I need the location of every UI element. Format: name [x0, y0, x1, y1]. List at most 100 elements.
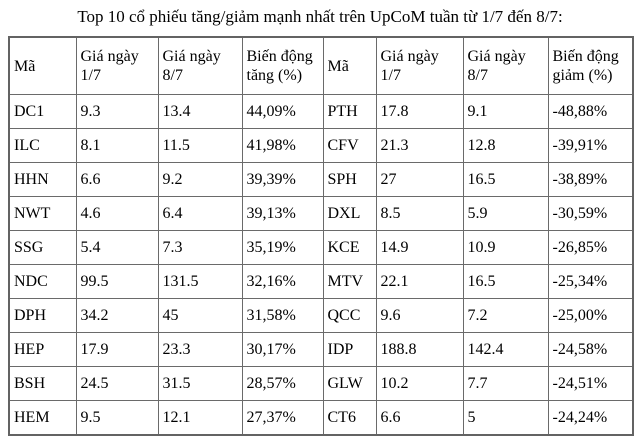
- loss-percent-cell: -24,24%: [547, 400, 634, 436]
- stock-code-cell: NDC: [8, 264, 77, 299]
- header-price-8-7-gain: Giá ngày 8/7: [157, 36, 243, 95]
- price-1-7-cell: 17.9: [75, 332, 159, 367]
- price-1-7-cell: 22.1: [375, 264, 464, 299]
- price-8-7-cell: 7.2: [462, 298, 549, 333]
- header-code-gain: Mã: [8, 36, 77, 95]
- table-body: DC1 9.3 13.4 44,09% PTH 17.8 9.1 -48,88% ILC 8.1 1…: [8, 94, 634, 436]
- table-row: HHN 6.6 9.2 39,39% SPH 27 16.5 -38,89%: [8, 162, 634, 197]
- price-8-7-cell: 131.5: [157, 264, 243, 299]
- price-8-7-cell: 12.1: [157, 400, 243, 436]
- stock-code-cell: GLW: [322, 366, 377, 401]
- price-8-7-cell: 13.4: [157, 94, 243, 129]
- price-8-7-cell: 7.3: [157, 230, 243, 265]
- table-row: NWT 4.6 6.4 39,13% DXL 8.5 5.9 -30,59%: [8, 196, 634, 231]
- gain-percent-cell: 28,57%: [241, 366, 324, 401]
- table-row: HEM 9.5 12.1 27,37% CT6 6.6 5 -24,24%: [8, 400, 634, 436]
- stock-code-cell: KCE: [322, 230, 377, 265]
- stock-code-cell: CT6: [322, 400, 377, 436]
- table-row: BSH 24.5 31.5 28,57% GLW 10.2 7.7 -24,51%: [8, 366, 634, 401]
- price-1-7-cell: 10.2: [375, 366, 464, 401]
- price-8-7-cell: 142.4: [462, 332, 549, 367]
- gain-percent-cell: 35,19%: [241, 230, 324, 265]
- stock-code-cell: DXL: [322, 196, 377, 231]
- stock-code-cell: MTV: [322, 264, 377, 299]
- gain-percent-cell: 39,13%: [241, 196, 324, 231]
- stock-code-cell: IDP: [322, 332, 377, 367]
- price-8-7-cell: 5: [462, 400, 549, 436]
- price-8-7-cell: 6.4: [157, 196, 243, 231]
- stock-code-cell: DC1: [8, 94, 77, 129]
- price-1-7-cell: 27: [375, 162, 464, 197]
- table-row: ILC 8.1 11.5 41,98% CFV 21.3 12.8 -39,91%: [8, 128, 634, 163]
- price-1-7-cell: 8.5: [375, 196, 464, 231]
- price-8-7-cell: 12.8: [462, 128, 549, 163]
- price-8-7-cell: 9.1: [462, 94, 549, 129]
- header-price-1-7-loss: Giá ngày 1/7: [375, 36, 464, 95]
- stock-code-cell: BSH: [8, 366, 77, 401]
- price-1-7-cell: 5.4: [75, 230, 159, 265]
- price-1-7-cell: 6.6: [375, 400, 464, 436]
- gain-percent-cell: 41,98%: [241, 128, 324, 163]
- price-8-7-cell: 11.5: [157, 128, 243, 163]
- price-1-7-cell: 21.3: [375, 128, 464, 163]
- table-row: NDC 99.5 131.5 32,16% MTV 22.1 16.5 -25,34%: [8, 264, 634, 299]
- stock-code-cell: QCC: [322, 298, 377, 333]
- price-1-7-cell: 99.5: [75, 264, 159, 299]
- gain-percent-cell: 27,37%: [241, 400, 324, 436]
- gain-percent-cell: 30,17%: [241, 332, 324, 367]
- table-header-row: Mã Giá ngày 1/7 Giá ngày 8/7 Biến động t…: [8, 36, 634, 95]
- price-8-7-cell: 16.5: [462, 264, 549, 299]
- stock-code-cell: PTH: [322, 94, 377, 129]
- loss-percent-cell: -30,59%: [547, 196, 634, 231]
- price-8-7-cell: 31.5: [157, 366, 243, 401]
- price-8-7-cell: 9.2: [157, 162, 243, 197]
- price-8-7-cell: 10.9: [462, 230, 549, 265]
- loss-percent-cell: -24,51%: [547, 366, 634, 401]
- price-1-7-cell: 24.5: [75, 366, 159, 401]
- stock-code-cell: DPH: [8, 298, 77, 333]
- header-price-8-7-loss: Giá ngày 8/7: [462, 36, 549, 95]
- loss-percent-cell: -25,34%: [547, 264, 634, 299]
- table-row: DPH 34.2 45 31,58% QCC 9.6 7.2 -25,00%: [8, 298, 634, 333]
- price-1-7-cell: 4.6: [75, 196, 159, 231]
- header-price-1-7-gain: Giá ngày 1/7: [75, 36, 159, 95]
- page-title: Top 10 cổ phiếu tăng/giảm mạnh nhất trên…: [77, 7, 563, 26]
- loss-percent-cell: -38,89%: [547, 162, 634, 197]
- loss-percent-cell: -39,91%: [547, 128, 634, 163]
- price-1-7-cell: 9.6: [375, 298, 464, 333]
- stock-code-cell: NWT: [8, 196, 77, 231]
- price-8-7-cell: 16.5: [462, 162, 549, 197]
- loss-percent-cell: -48,88%: [547, 94, 634, 129]
- stock-code-cell: ILC: [8, 128, 77, 163]
- stock-code-cell: SSG: [8, 230, 77, 265]
- stock-code-cell: CFV: [322, 128, 377, 163]
- loss-percent-cell: -25,00%: [547, 298, 634, 333]
- gain-percent-cell: 32,16%: [241, 264, 324, 299]
- gain-percent-cell: 44,09%: [241, 94, 324, 129]
- price-1-7-cell: 34.2: [75, 298, 159, 333]
- gain-percent-cell: 31,58%: [241, 298, 324, 333]
- table-row: DC1 9.3 13.4 44,09% PTH 17.8 9.1 -48,88%: [8, 94, 634, 129]
- price-8-7-cell: 7.7: [462, 366, 549, 401]
- price-1-7-cell: 188.8: [375, 332, 464, 367]
- header-loss-percent: Biến động giảm (%): [547, 36, 634, 95]
- stock-code-cell: HEM: [8, 400, 77, 436]
- price-1-7-cell: 9.3: [75, 94, 159, 129]
- price-8-7-cell: 5.9: [462, 196, 549, 231]
- table-row: HEP 17.9 23.3 30,17% IDP 188.8 142.4 -24,58%: [8, 332, 634, 367]
- stock-code-cell: SPH: [322, 162, 377, 197]
- price-8-7-cell: 23.3: [157, 332, 243, 367]
- stock-table: Mã Giá ngày 1/7 Giá ngày 8/7 Biến động t…: [8, 36, 634, 436]
- price-1-7-cell: 14.9: [375, 230, 464, 265]
- header-code-loss: Mã: [322, 36, 377, 95]
- price-1-7-cell: 8.1: [75, 128, 159, 163]
- stock-code-cell: HEP: [8, 332, 77, 367]
- table-row: SSG 5.4 7.3 35,19% KCE 14.9 10.9 -26,85%: [8, 230, 634, 265]
- loss-percent-cell: -24,58%: [547, 332, 634, 367]
- loss-percent-cell: -26,85%: [547, 230, 634, 265]
- header-gain-percent: Biến động tăng (%): [241, 36, 324, 95]
- price-1-7-cell: 6.6: [75, 162, 159, 197]
- price-8-7-cell: 45: [157, 298, 243, 333]
- price-1-7-cell: 9.5: [75, 400, 159, 436]
- gain-percent-cell: 39,39%: [241, 162, 324, 197]
